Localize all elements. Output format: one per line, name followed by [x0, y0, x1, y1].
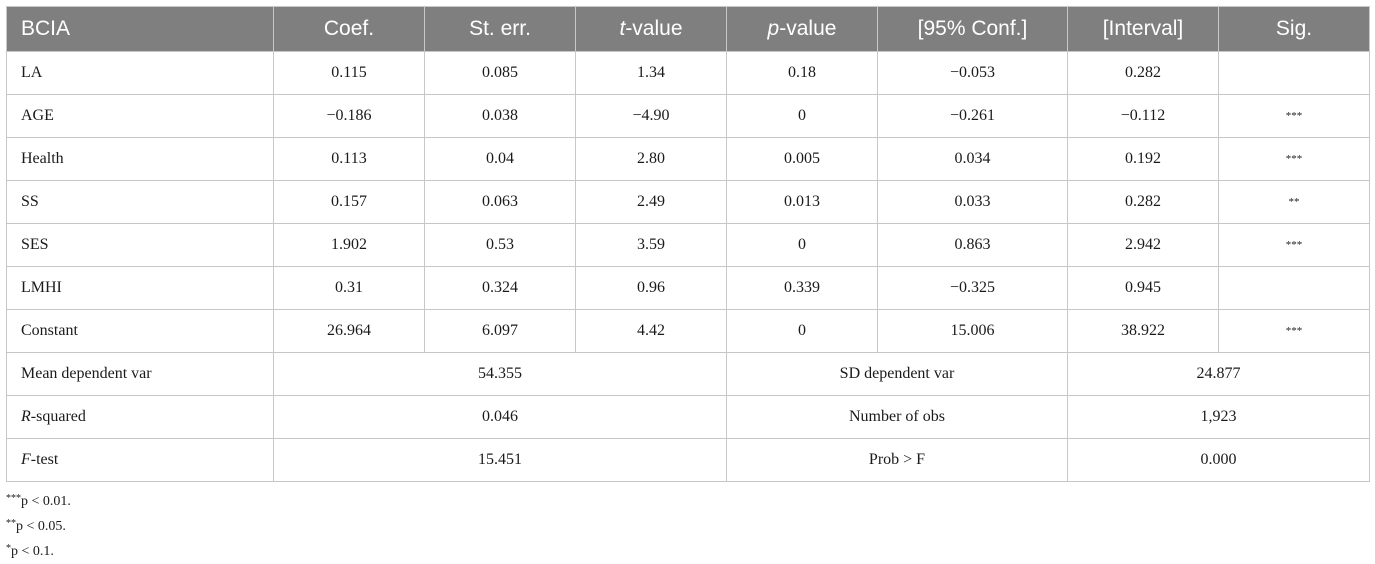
footnote: ***p < 0.01. — [6, 493, 71, 509]
ci-low-cell: 0.034 — [877, 137, 1068, 181]
t-cell: 4.42 — [575, 309, 727, 353]
stat-value: 15.451 — [273, 438, 727, 482]
coef-cell: −0.186 — [273, 94, 425, 138]
p-cell: 0.013 — [726, 180, 878, 224]
p-cell: 0.339 — [726, 266, 878, 310]
table-row: Health 0.113 0.04 2.80 0.005 0.034 0.192… — [6, 137, 1370, 181]
sig-cell: *** — [1218, 223, 1370, 267]
t-cell: 2.80 — [575, 137, 727, 181]
ci-low-cell: 0.863 — [877, 223, 1068, 267]
sig-cell: *** — [1218, 309, 1370, 353]
table-row: AGE −0.186 0.038 −4.90 0 −0.261 −0.112 *… — [6, 94, 1370, 138]
header-cell: St. err. — [424, 6, 576, 52]
ci-high-cell: 0.282 — [1067, 180, 1219, 224]
stat-label: Number of obs — [726, 395, 1068, 439]
footnote: **p < 0.05. — [6, 518, 66, 534]
se-cell: 0.038 — [424, 94, 576, 138]
stat-label: Prob > F — [726, 438, 1068, 482]
stat-value: 1,923 — [1067, 395, 1370, 439]
row-label: LA — [6, 51, 274, 95]
t-cell: 0.96 — [575, 266, 727, 310]
stats-row: F-test 15.451 Prob > F 0.000 — [6, 438, 1370, 482]
header-cell: BCIA — [6, 6, 274, 52]
se-cell: 0.04 — [424, 137, 576, 181]
t-cell: 1.34 — [575, 51, 727, 95]
stat-label: Mean dependent var — [6, 352, 274, 396]
row-label: Health — [6, 137, 274, 181]
sig-cell: *** — [1218, 137, 1370, 181]
ci-low-cell: −0.261 — [877, 94, 1068, 138]
header-cell: Sig. — [1218, 6, 1370, 52]
stats-row: Mean dependent var 54.355 SD dependent v… — [6, 352, 1370, 396]
regression-table-container: BCIA Coef. St. err. t-value p-value [95%… — [6, 6, 1370, 482]
coef-cell: 1.902 — [273, 223, 425, 267]
p-cell: 0 — [726, 94, 878, 138]
stat-label: R-squared — [6, 395, 274, 439]
header-row: BCIA Coef. St. err. t-value p-value [95%… — [6, 6, 1370, 52]
header-cell: [Interval] — [1067, 6, 1219, 52]
ci-low-cell: 15.006 — [877, 309, 1068, 353]
stat-value: 24.877 — [1067, 352, 1370, 396]
ci-low-cell: −0.325 — [877, 266, 1068, 310]
row-label: LMHI — [6, 266, 274, 310]
stats-row: R-squared 0.046 Number of obs 1,923 — [6, 395, 1370, 439]
ci-high-cell: 2.942 — [1067, 223, 1219, 267]
stat-value: 0.000 — [1067, 438, 1370, 482]
header-cell: [95% Conf.] — [877, 6, 1068, 52]
table-row: LMHI 0.31 0.324 0.96 0.339 −0.325 0.945 — [6, 266, 1370, 310]
se-cell: 6.097 — [424, 309, 576, 353]
se-cell: 0.063 — [424, 180, 576, 224]
header-cell: t-value — [575, 6, 727, 52]
coef-cell: 26.964 — [273, 309, 425, 353]
se-cell: 0.085 — [424, 51, 576, 95]
t-cell: 2.49 — [575, 180, 727, 224]
header-cell: p-value — [726, 6, 878, 52]
t-cell: −4.90 — [575, 94, 727, 138]
table-row: LA 0.115 0.085 1.34 0.18 −0.053 0.282 — [6, 51, 1370, 95]
p-cell: 0.18 — [726, 51, 878, 95]
p-cell: 0 — [726, 223, 878, 267]
footnotes: ***p < 0.01. **p < 0.05. *p < 0.1. — [6, 486, 71, 561]
t-cell: 3.59 — [575, 223, 727, 267]
ci-high-cell: 0.192 — [1067, 137, 1219, 181]
footnote: *p < 0.1. — [6, 543, 54, 559]
ci-low-cell: −0.053 — [877, 51, 1068, 95]
sig-cell: *** — [1218, 94, 1370, 138]
ci-high-cell: 0.945 — [1067, 266, 1219, 310]
sig-cell — [1218, 266, 1370, 310]
regression-table: BCIA Coef. St. err. t-value p-value [95%… — [6, 6, 1370, 482]
stat-value: 0.046 — [273, 395, 727, 439]
table-row: SS 0.157 0.063 2.49 0.013 0.033 0.282 ** — [6, 180, 1370, 224]
stat-label: F-test — [6, 438, 274, 482]
ci-low-cell: 0.033 — [877, 180, 1068, 224]
coef-cell: 0.113 — [273, 137, 425, 181]
header-cell: Coef. — [273, 6, 425, 52]
sig-cell: ** — [1218, 180, 1370, 224]
table-row: Constant 26.964 6.097 4.42 0 15.006 38.9… — [6, 309, 1370, 353]
stat-value: 54.355 — [273, 352, 727, 396]
p-cell: 0 — [726, 309, 878, 353]
se-cell: 0.324 — [424, 266, 576, 310]
row-label: SS — [6, 180, 274, 224]
ci-high-cell: 38.922 — [1067, 309, 1219, 353]
row-label: SES — [6, 223, 274, 267]
se-cell: 0.53 — [424, 223, 576, 267]
coef-cell: 0.115 — [273, 51, 425, 95]
sig-cell — [1218, 51, 1370, 95]
p-cell: 0.005 — [726, 137, 878, 181]
coef-cell: 0.31 — [273, 266, 425, 310]
ci-high-cell: 0.282 — [1067, 51, 1219, 95]
stat-label: SD dependent var — [726, 352, 1068, 396]
row-label: AGE — [6, 94, 274, 138]
coef-cell: 0.157 — [273, 180, 425, 224]
table-row: SES 1.902 0.53 3.59 0 0.863 2.942 *** — [6, 223, 1370, 267]
ci-high-cell: −0.112 — [1067, 94, 1219, 138]
row-label: Constant — [6, 309, 274, 353]
